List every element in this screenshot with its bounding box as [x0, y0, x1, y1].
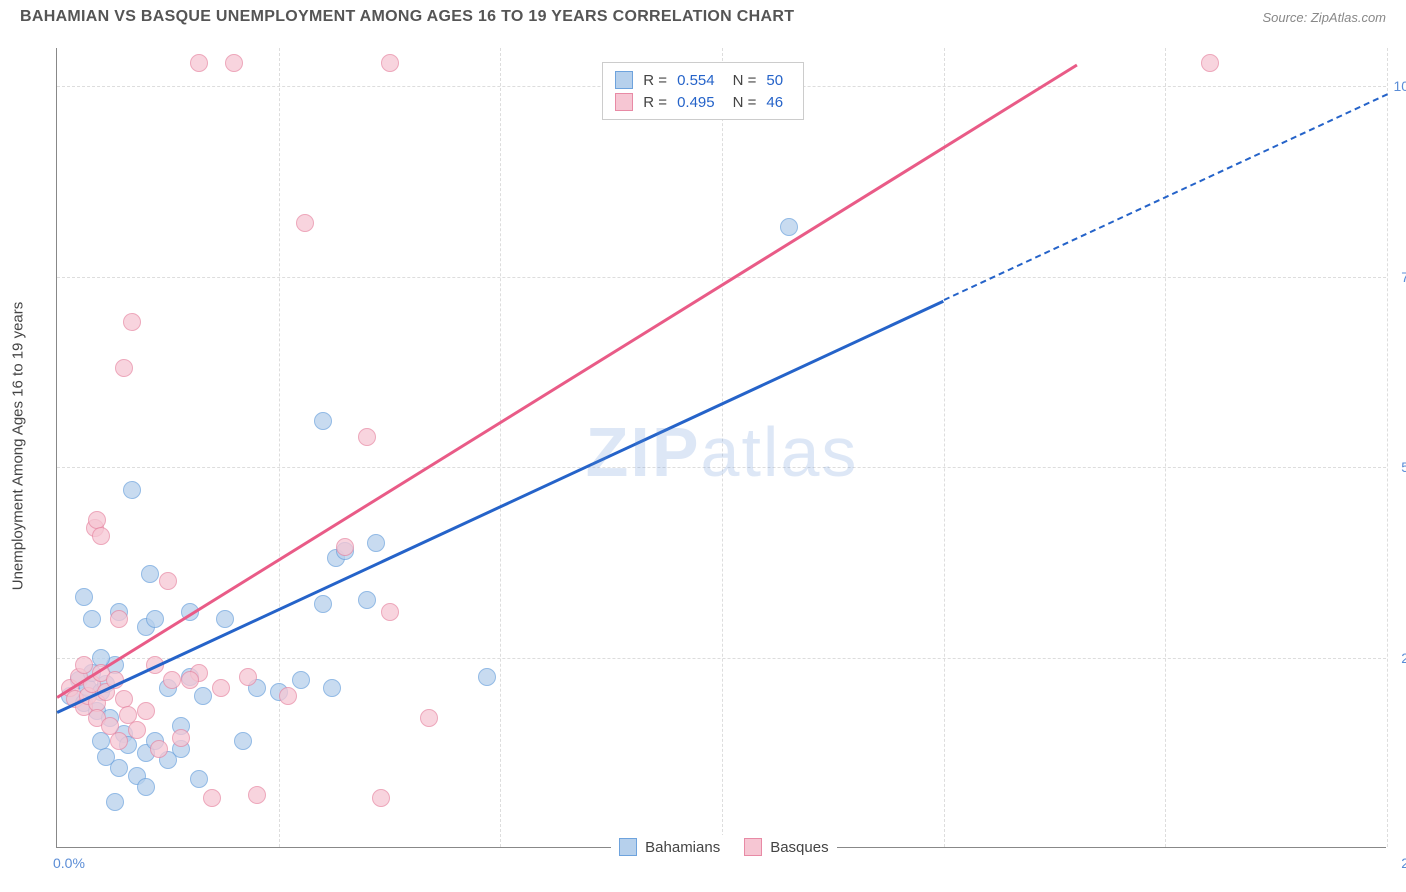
scatter-point: [181, 671, 199, 689]
scatter-point: [1201, 54, 1219, 72]
y-tick-label: 75.0%: [1391, 269, 1406, 285]
scatter-point: [248, 786, 266, 804]
scatter-point: [239, 668, 257, 686]
series-legend: Bahamians Basques: [611, 835, 836, 859]
scatter-point: [123, 481, 141, 499]
scatter-point: [323, 679, 341, 697]
scatter-point: [336, 538, 354, 556]
y-axis-label: Unemployment Among Ages 16 to 19 years: [10, 302, 27, 591]
legend-row: R = 0.495 N = 46: [615, 91, 791, 113]
scatter-point: [372, 789, 390, 807]
gridline-vertical: [1165, 48, 1166, 847]
trend-line: [56, 63, 1077, 698]
scatter-point: [159, 572, 177, 590]
scatter-point: [296, 214, 314, 232]
y-tick-label: 25.0%: [1391, 650, 1406, 666]
scatter-point: [780, 218, 798, 236]
y-tick-label: 50.0%: [1391, 459, 1406, 475]
chart-source: Source: ZipAtlas.com: [1262, 10, 1386, 25]
legend-swatch: [615, 93, 633, 111]
scatter-point: [110, 732, 128, 750]
chart-title: BAHAMIAN VS BASQUE UNEMPLOYMENT AMONG AG…: [20, 8, 794, 26]
legend-swatch: [744, 838, 762, 856]
scatter-point: [172, 729, 190, 747]
legend-row: R = 0.554 N = 50: [615, 69, 791, 91]
correlation-legend: R = 0.554 N = 50 R = 0.495 N = 46: [602, 62, 804, 120]
legend-n-label: N =: [733, 94, 757, 111]
plot-region: 25.0%50.0%75.0%100.0%0.0%25.0%ZIPatlasR …: [56, 48, 1386, 848]
gridline-vertical: [1387, 48, 1388, 847]
legend-item: Bahamians: [619, 838, 720, 856]
scatter-point: [314, 412, 332, 430]
scatter-point: [141, 565, 159, 583]
scatter-point: [216, 610, 234, 628]
scatter-point: [75, 656, 93, 674]
legend-n-label: N =: [733, 72, 757, 89]
scatter-point: [110, 610, 128, 628]
scatter-point: [358, 428, 376, 446]
legend-item: Basques: [744, 838, 828, 856]
y-tick-label: 100.0%: [1391, 78, 1406, 94]
scatter-point: [420, 709, 438, 727]
scatter-point: [190, 54, 208, 72]
scatter-point: [123, 313, 141, 331]
scatter-point: [225, 54, 243, 72]
scatter-point: [203, 789, 221, 807]
legend-r-label: R =: [643, 72, 667, 89]
x-tick-label: 25.0%: [1391, 855, 1406, 871]
scatter-point: [75, 588, 93, 606]
scatter-point: [314, 595, 332, 613]
scatter-point: [212, 679, 230, 697]
scatter-point: [358, 591, 376, 609]
gridline-vertical: [500, 48, 501, 847]
scatter-point: [146, 610, 164, 628]
scatter-point: [137, 778, 155, 796]
chart-area: 25.0%50.0%75.0%100.0%0.0%25.0%ZIPatlasR …: [56, 48, 1386, 848]
scatter-point: [279, 687, 297, 705]
legend-series-name: Bahamians: [645, 839, 720, 856]
scatter-point: [190, 770, 208, 788]
scatter-point: [83, 610, 101, 628]
scatter-point: [128, 721, 146, 739]
legend-n-value: 46: [766, 94, 783, 111]
scatter-point: [110, 759, 128, 777]
scatter-point: [478, 668, 496, 686]
scatter-point: [367, 534, 385, 552]
legend-r-value: 0.495: [677, 94, 715, 111]
scatter-point: [163, 671, 181, 689]
legend-series-name: Basques: [770, 839, 828, 856]
legend-swatch: [615, 71, 633, 89]
legend-r-value: 0.554: [677, 72, 715, 89]
scatter-point: [106, 793, 124, 811]
scatter-point: [194, 687, 212, 705]
scatter-point: [292, 671, 310, 689]
gridline-vertical: [722, 48, 723, 847]
scatter-point: [137, 702, 155, 720]
scatter-point: [150, 740, 168, 758]
scatter-point: [234, 732, 252, 750]
legend-n-value: 50: [766, 72, 783, 89]
scatter-point: [92, 527, 110, 545]
scatter-point: [115, 359, 133, 377]
scatter-point: [381, 54, 399, 72]
legend-swatch: [619, 838, 637, 856]
x-tick-label: 0.0%: [53, 855, 85, 871]
scatter-point: [381, 603, 399, 621]
gridline-vertical: [944, 48, 945, 847]
gridline-vertical: [279, 48, 280, 847]
legend-r-label: R =: [643, 94, 667, 111]
